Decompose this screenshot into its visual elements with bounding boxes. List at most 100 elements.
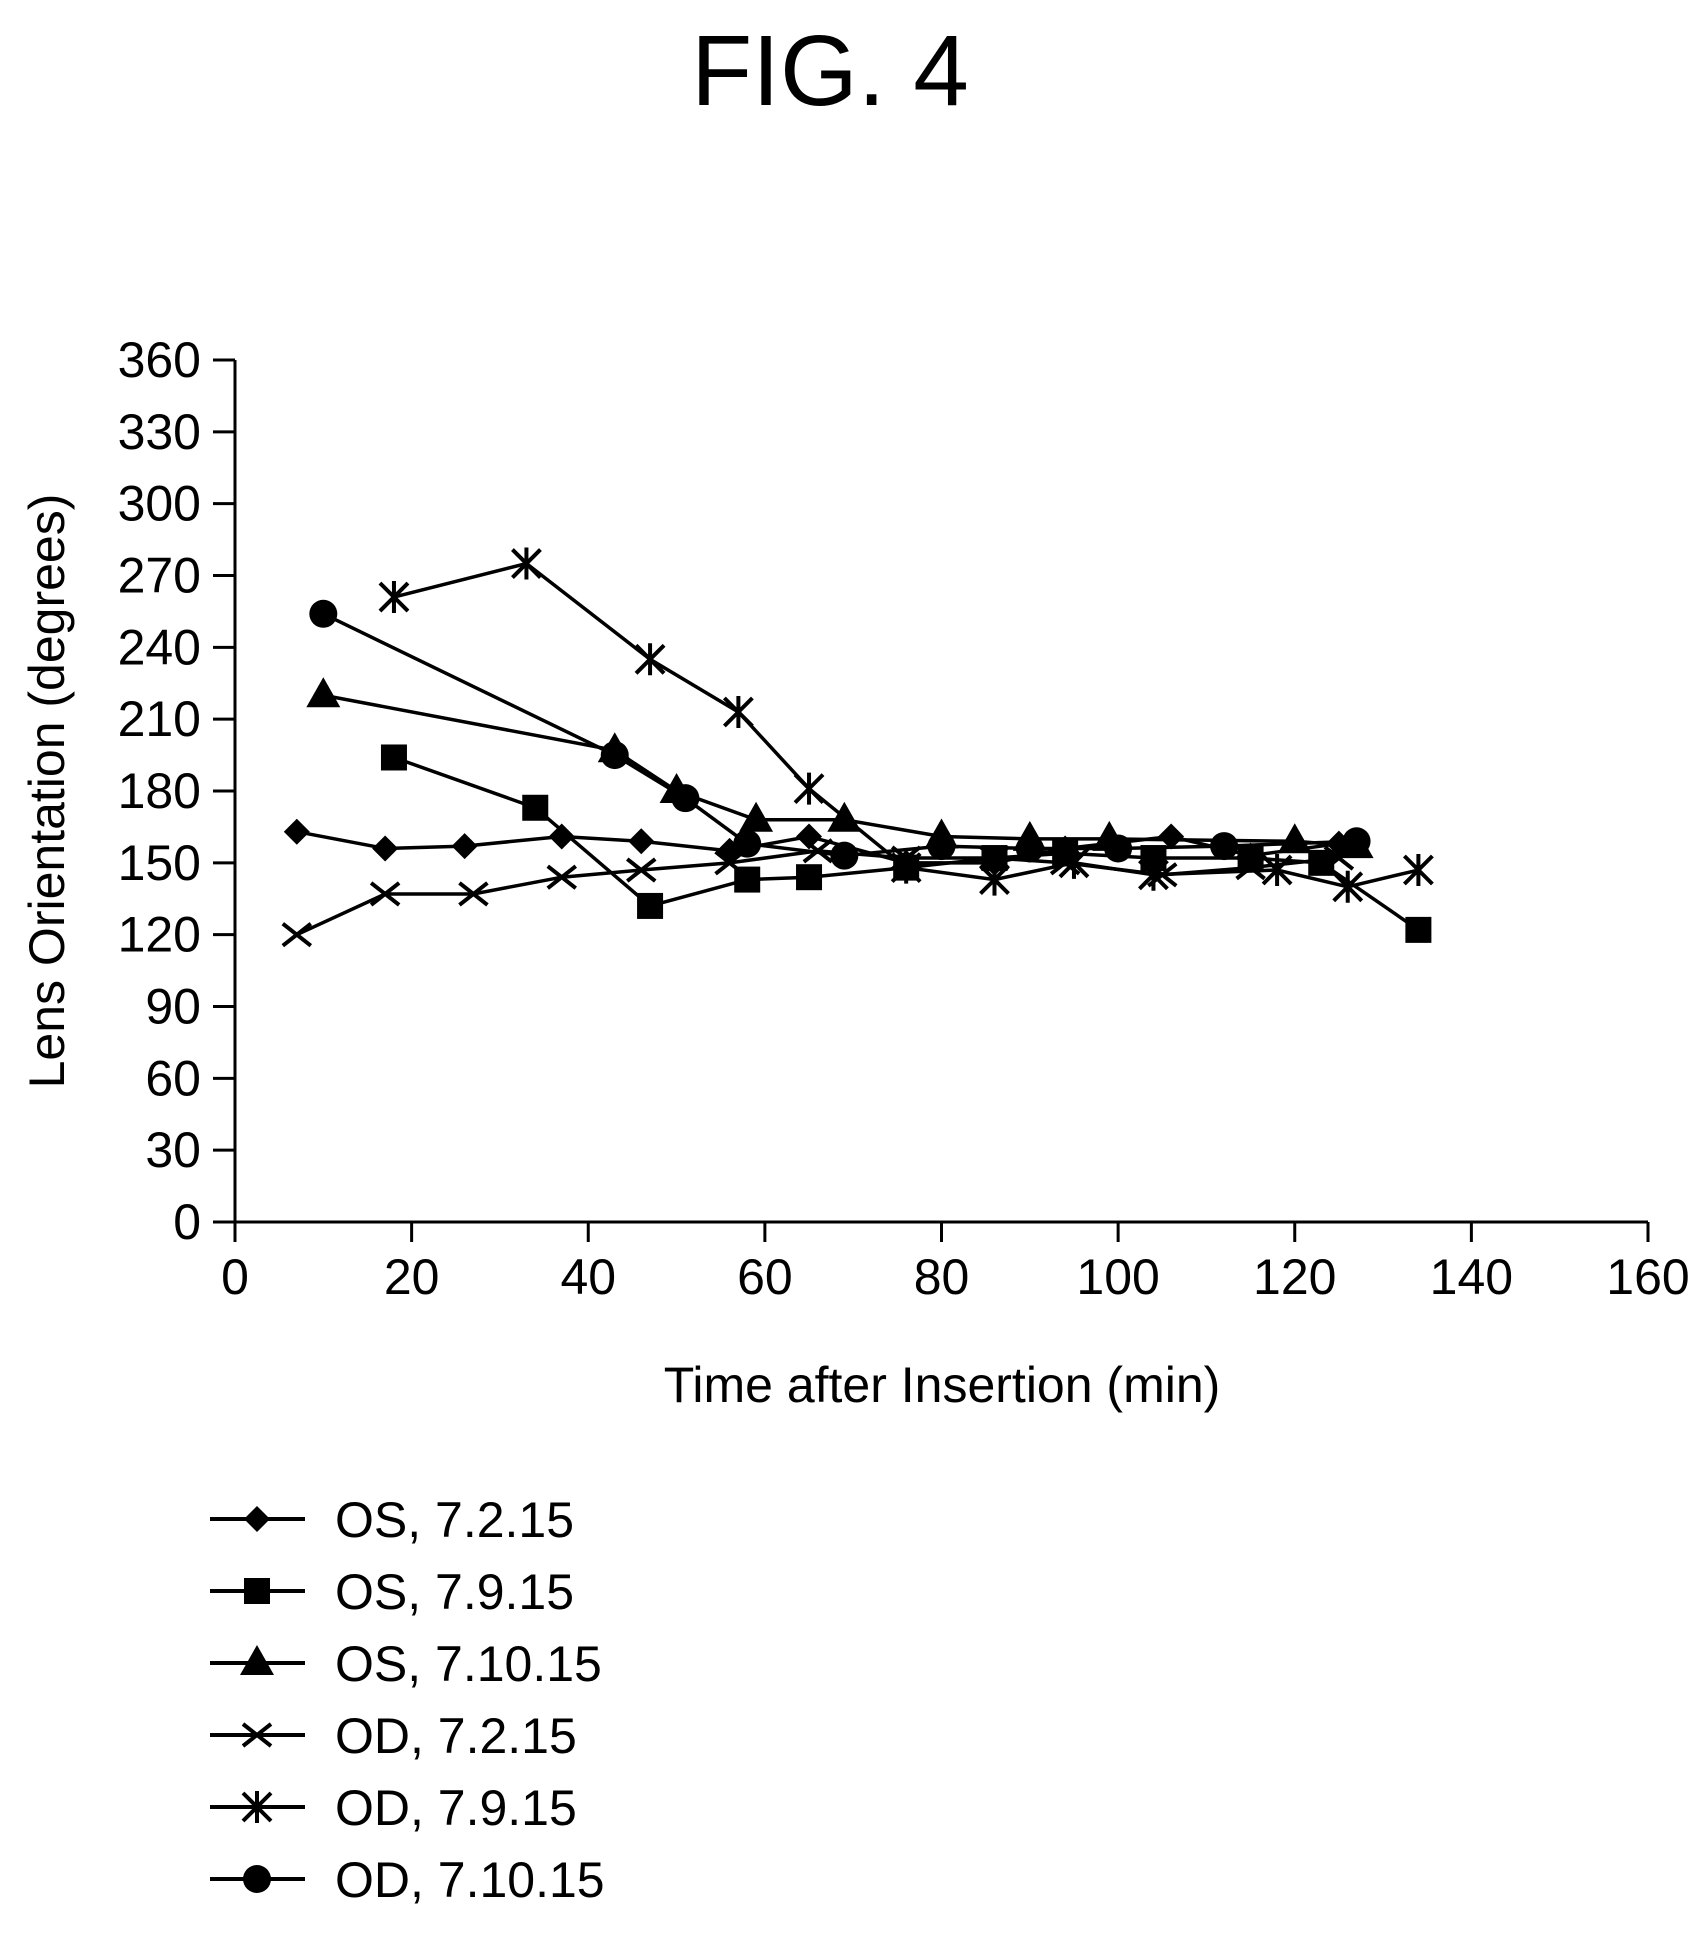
data-point [793,772,825,805]
y-axis-ticks: 0 30 60 90 120 150 180 210 240 270 300 330 360 [118,332,235,1250]
data-point [671,784,700,813]
legend-marker [241,1791,273,1823]
data-point [1332,870,1364,903]
x-tick-label: 120 [1253,1249,1336,1305]
data-point [634,643,666,676]
data-point [796,823,823,850]
data-point [511,547,542,580]
data-point [309,599,338,628]
y-tick-label: 210 [118,691,201,747]
data-point [458,881,489,907]
data-point [637,892,664,919]
series-layer [281,547,1434,948]
data-point [628,828,655,855]
data-point [927,832,956,861]
y-tick-label: 360 [118,332,201,388]
data-point [1277,823,1312,854]
data-point [830,841,859,870]
data-point [1405,916,1432,943]
data-point [1104,834,1133,863]
y-tick-label: 0 [173,1194,201,1250]
legend-label: OD, 7.9.15 [335,1780,577,1836]
x-tick-label: 160 [1606,1249,1689,1305]
data-point [306,677,341,708]
x-tick-label: 80 [914,1249,970,1305]
data-point [722,695,754,728]
series-line [322,693,1357,848]
legend: OS, 7.2.15 OS, 7.9.15 OS, 7.10.15 OD, 7.2.1… [210,1492,605,1908]
series-os-7-10-15 [306,677,1374,859]
legend-marker [241,1722,273,1748]
data-point [1058,846,1090,879]
legend-item: OS, 7.9.15 [210,1564,574,1620]
data-point [979,845,1010,871]
y-tick-label: 150 [118,835,201,891]
y-tick-label: 300 [118,476,201,532]
data-point [1402,854,1434,887]
data-point [796,864,823,891]
x-axis-ticks: 0 20 40 60 80 100 120 140 160 [221,1222,1690,1305]
legend-label: OD, 7.10.15 [335,1852,605,1908]
legend-item: OD, 7.10.15 [210,1852,605,1908]
x-tick-label: 0 [221,1249,249,1305]
legend-marker [244,1506,270,1532]
data-point [372,835,399,862]
data-point [369,881,401,907]
y-tick-label: 120 [118,907,201,963]
series-od-7-9-15 [378,547,1434,903]
series-od-7-10-15 [309,599,1371,870]
data-point [600,741,629,770]
legend-marker [243,1865,271,1893]
y-tick-label: 90 [145,979,201,1035]
data-point [281,922,313,948]
data-point [890,851,922,884]
y-tick-label: 270 [118,548,201,604]
data-point [979,863,1010,896]
y-tick-label: 240 [118,619,201,675]
data-point [1261,854,1293,887]
series-line [322,612,1357,858]
data-point [714,850,745,876]
data-point [522,794,549,821]
data-point [378,581,410,614]
y-tick-label: 30 [145,1122,201,1178]
data-point [1015,834,1044,863]
legend-item: OS, 7.2.15 [210,1492,574,1548]
legend-item: OS, 7.10.15 [210,1636,602,1692]
data-point [1235,855,1266,881]
data-point [1138,858,1169,891]
data-point [283,818,310,845]
data-point [546,864,577,890]
plot-area: 0 30 60 90 120 150 180 210 240 270 300 330 360 0 20 40… [118,332,1690,1305]
x-axis-label: Time after Insertion (min) [664,1357,1221,1413]
data-point [1158,823,1185,850]
series-line [296,849,1340,937]
data-point [733,829,762,858]
legend-marker [240,1645,274,1675]
x-tick-label: 140 [1430,1249,1513,1305]
legend-marker [244,1578,270,1604]
legend-label: OS, 7.2.15 [335,1492,574,1548]
data-point [548,823,575,850]
x-tick-label: 20 [384,1249,440,1305]
legend-label: OS, 7.9.15 [335,1564,574,1620]
data-point [1342,827,1371,856]
data-point [626,857,657,883]
series-line [393,561,1419,889]
legend-label: OS, 7.10.15 [335,1636,602,1692]
x-tick-label: 100 [1076,1249,1159,1305]
y-tick-label: 180 [118,763,201,819]
legend-label: OD, 7.2.15 [335,1708,577,1764]
x-tick-label: 60 [737,1249,793,1305]
data-point [451,833,478,860]
y-tick-label: 60 [145,1050,201,1106]
y-tick-label: 330 [118,404,201,460]
data-point [739,801,774,832]
series-od-7-2-15 [281,838,1355,948]
data-point [1210,832,1239,861]
y-axis-label: Lens Orientation (degrees) [19,494,75,1089]
data-point [380,744,407,771]
figure-title: FIG. 4 [691,15,969,127]
legend-item: OD, 7.2.15 [210,1708,577,1764]
